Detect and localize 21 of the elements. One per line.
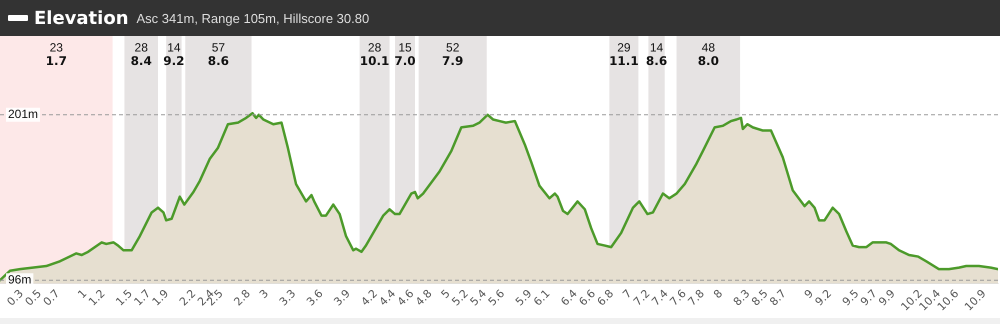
band-label: 14 8.6 — [646, 40, 668, 68]
x-tick-label: 2.8 — [231, 286, 253, 309]
x-tick-label: 8 — [711, 286, 726, 302]
y-tick-label: 201m — [8, 107, 38, 122]
band-label: 57 8.6 — [208, 40, 230, 68]
x-tick-label: 2.2 — [176, 286, 198, 309]
y-tick-label: 96m — [8, 272, 32, 287]
band-label: 48 8.0 — [698, 40, 719, 68]
band-label: 29 11.1 — [609, 40, 639, 68]
band-label: 14 9.2 — [163, 40, 185, 68]
x-tick-label: 3.3 — [276, 286, 298, 309]
band-label: 52 7.9 — [442, 40, 464, 68]
x-tick-label: 3 — [256, 286, 272, 302]
x-tick-label: 3.9 — [331, 286, 353, 309]
band-label: 28 10.1 — [360, 40, 390, 68]
x-tick-label: 3.6 — [304, 286, 326, 309]
band-label: 23 1.7 — [46, 40, 67, 68]
chart-subtitle: Asc 341m, Range 105m, Hillscore 30.80 — [136, 10, 370, 26]
band-label: 15 7.0 — [394, 40, 416, 68]
chart-title: Elevation — [34, 8, 129, 28]
band-label: 28 8.4 — [130, 40, 152, 68]
